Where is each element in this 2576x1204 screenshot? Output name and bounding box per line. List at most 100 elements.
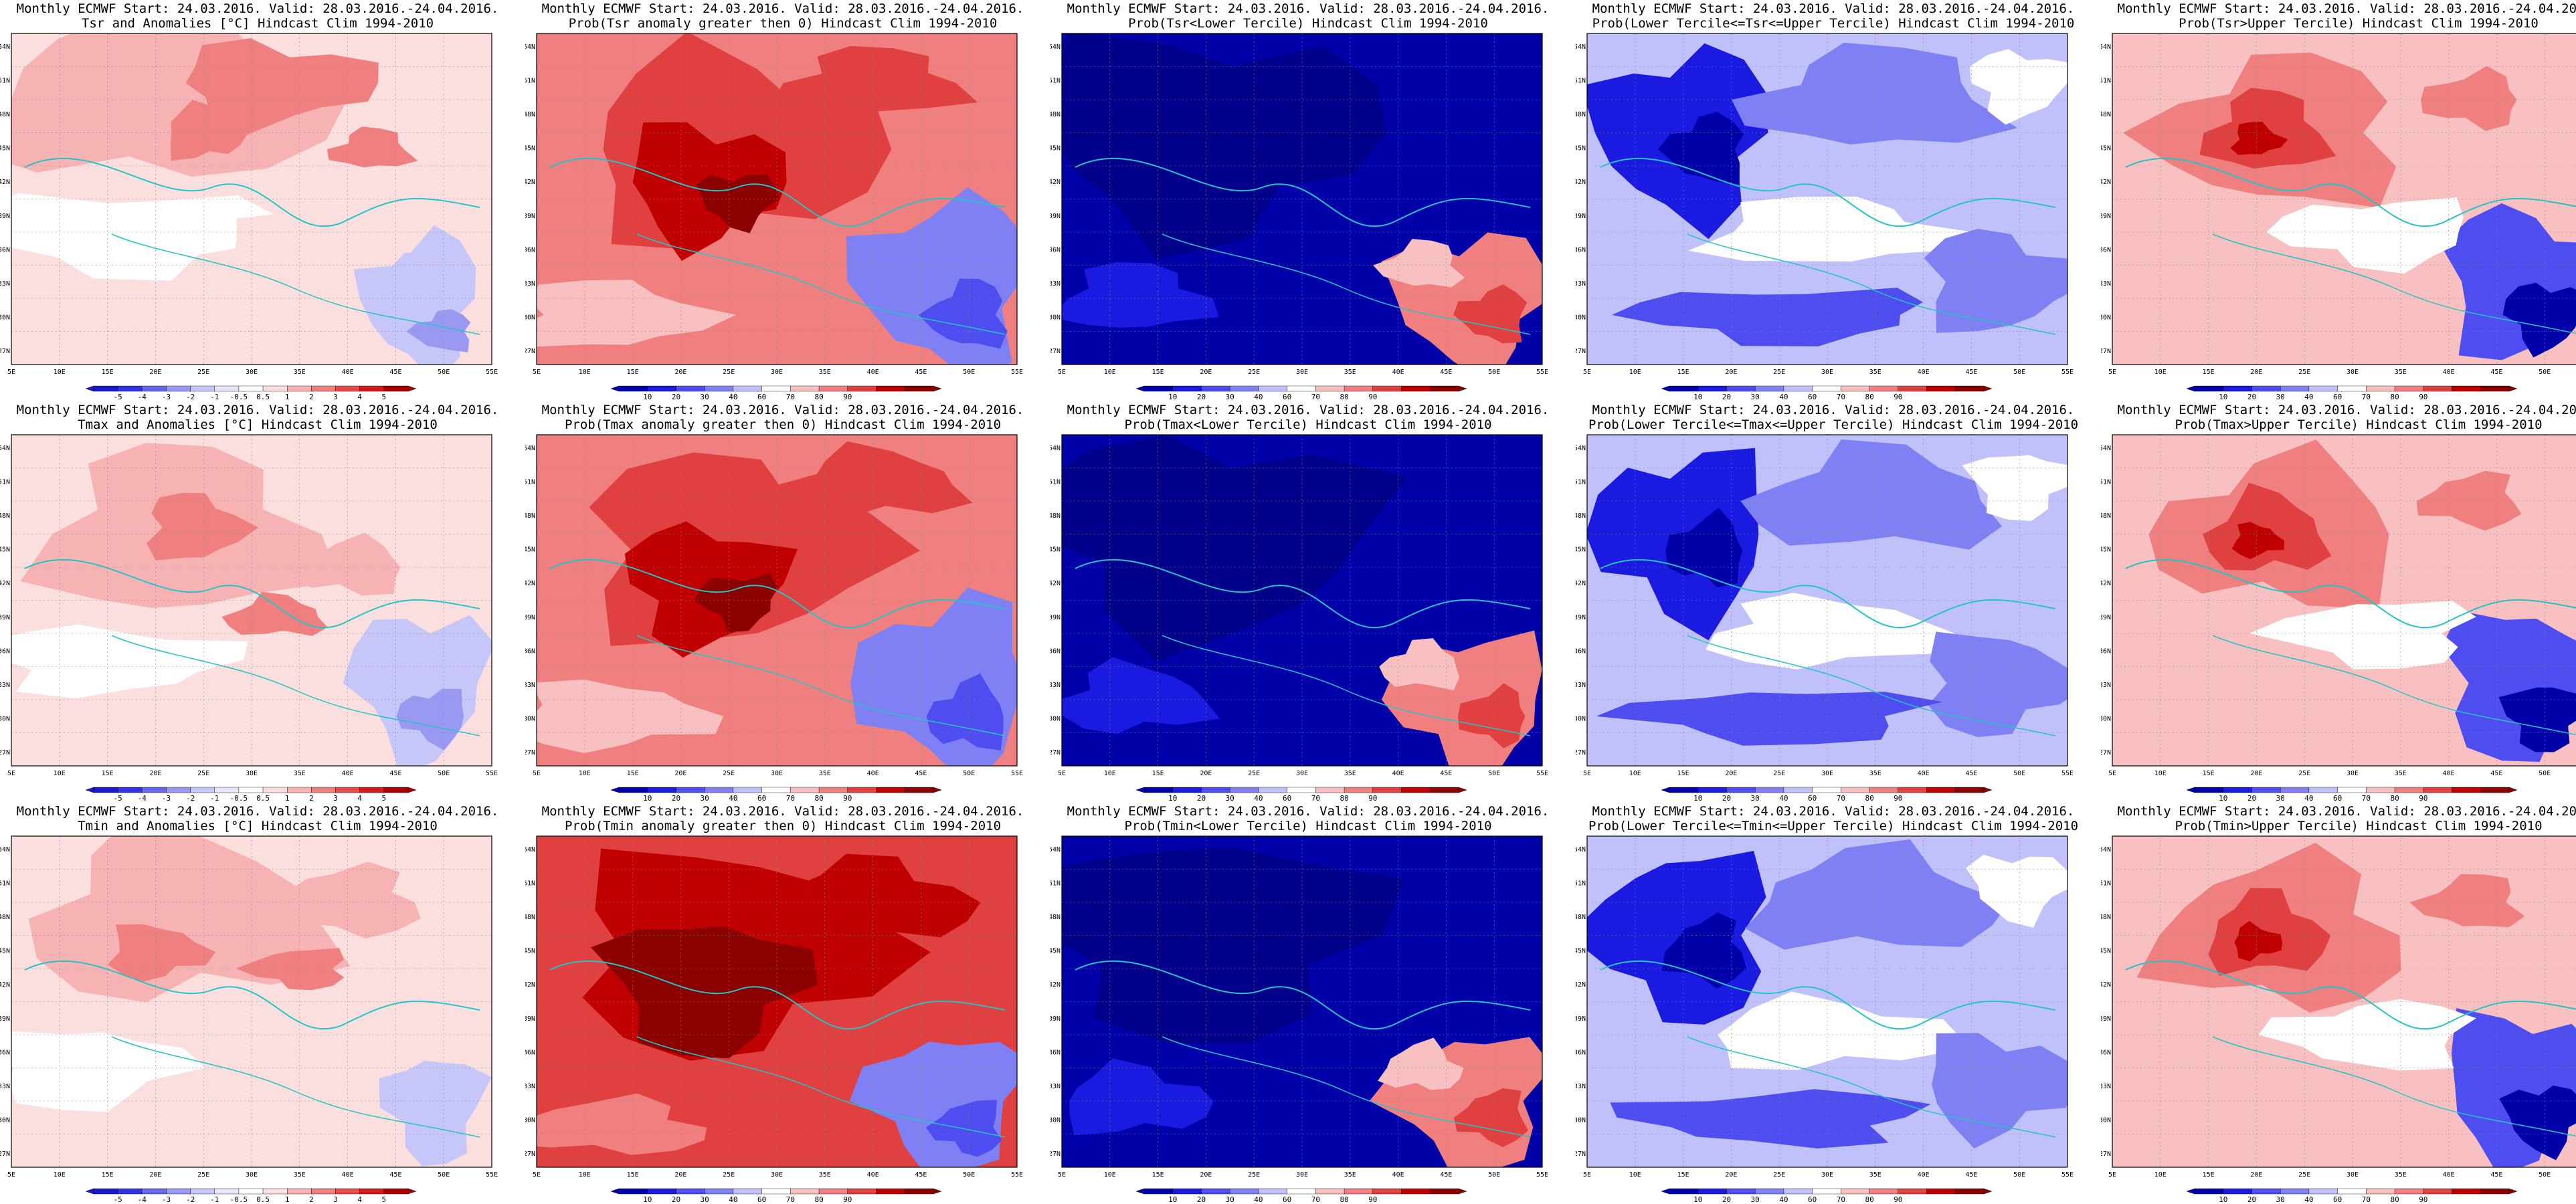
- panel-title-line2: Prob(Tmax anomaly greater then 0) Hindca…: [564, 417, 1002, 432]
- field-region: [1970, 49, 2067, 125]
- lon-tick-label: 10E: [579, 770, 591, 777]
- lon-tick-label: 5E: [1583, 770, 1591, 777]
- colorbar-label: 5: [382, 794, 387, 803]
- map-panel: Monthly ECMWF Start: 24.03.2016. Valid: …: [525, 0, 1040, 401]
- colorbar-label: -5: [114, 393, 122, 401]
- lon-tick-label: 40E: [342, 369, 354, 376]
- lat-tick-label: 48N: [1050, 512, 1061, 520]
- forecast-map: 54N51N48N45N42N39N36N33N30N27N5E10E15E20…: [0, 33, 498, 401]
- lat-tick-label: 45N: [2101, 546, 2111, 554]
- colorbar-swatch: [1287, 1188, 1316, 1195]
- colorbar-label: 20: [2247, 1195, 2256, 1204]
- colorbar-label: 20: [1197, 1195, 1206, 1204]
- colorbar-swatch: [1201, 1188, 1230, 1195]
- colorbar-label: 70: [1311, 794, 1320, 803]
- colorbar-swatch: [117, 385, 143, 392]
- lat-tick-label: 45N: [0, 145, 10, 153]
- field-region: [2499, 1086, 2576, 1161]
- lon-tick-label: 15E: [1677, 1171, 1689, 1179]
- field-region: [2231, 522, 2285, 559]
- colorbar-swatch: [761, 1188, 791, 1195]
- field-region: [1373, 239, 1465, 288]
- colorbar-label: 2: [309, 1195, 314, 1204]
- colorbar-label: 90: [1368, 1195, 1377, 1204]
- field-region: [1924, 229, 2067, 333]
- lon-tick-label: 15E: [627, 369, 639, 376]
- coastline: [1687, 233, 2056, 335]
- colorbar-min-arrow: [2186, 787, 2195, 793]
- colorbar-label: 30: [1751, 393, 1760, 401]
- colorbar-label: 90: [843, 794, 852, 803]
- lat-tick-label: 51N: [1050, 479, 1061, 486]
- lat-tick-label: 30N: [1576, 314, 1586, 321]
- lat-tick-label: 54N: [1576, 445, 1586, 452]
- lat-tick-label: 42N: [1576, 981, 1586, 989]
- field-region: [1062, 435, 1408, 662]
- panel-title-line1: Monthly ECMWF Start: 24.03.2016. Valid: …: [2117, 1, 2576, 16]
- colorbar-swatch: [238, 1188, 264, 1195]
- colorbar-label: 80: [2390, 1195, 2399, 1204]
- colorbar-swatch: [359, 1188, 385, 1195]
- field-region: [11, 624, 248, 699]
- colorbar-min-arrow: [1135, 385, 1145, 392]
- colorbar-label: 80: [1340, 794, 1348, 803]
- lat-tick-label: 45N: [1050, 948, 1061, 955]
- colorbar-swatch: [2308, 1188, 2338, 1195]
- lat-tick-label: 36N: [2101, 1049, 2111, 1056]
- lon-tick-label: 15E: [1677, 369, 1689, 376]
- field-region: [236, 948, 345, 991]
- lon-tick-label: 45E: [389, 369, 401, 376]
- lat-tick-label: 30N: [525, 314, 535, 321]
- lat-tick-label: 42N: [525, 179, 535, 186]
- field-region: [1966, 854, 2067, 928]
- lon-tick-label: 25E: [723, 770, 735, 777]
- lat-tick-label: 54N: [525, 43, 535, 51]
- coastline: [1075, 157, 1531, 227]
- lon-tick-label: 30E: [246, 770, 258, 777]
- colorbar-label: 10: [643, 1195, 652, 1204]
- lat-tick-label: 27N: [0, 348, 10, 355]
- colorbar-label: 20: [672, 794, 680, 803]
- coastline: [2212, 635, 2576, 736]
- colorbar-label: 10: [643, 393, 652, 401]
- panel-title-line2: Tmax and Anomalies [°C] Hindcast Clim 19…: [78, 417, 438, 432]
- colorbar-swatch: [2480, 1188, 2510, 1195]
- lon-tick-label: 10E: [1104, 1171, 1116, 1179]
- colorbar-label: -5: [114, 794, 122, 803]
- colorbar-label: 90: [843, 1195, 852, 1204]
- colorbar-swatch: [876, 1188, 905, 1195]
- field-region: [147, 492, 259, 561]
- colorbar-swatch: [2280, 787, 2310, 793]
- colorbar-label: 10: [2219, 1195, 2227, 1204]
- colorbar-label: 90: [1894, 794, 1902, 803]
- lon-tick-label: 35E: [1344, 770, 1356, 777]
- colorbar-swatch: [2423, 1188, 2452, 1195]
- colorbar-swatch: [1812, 385, 1841, 392]
- lat-tick-label: 51N: [1050, 880, 1061, 888]
- lon-tick-label: 5E: [7, 770, 15, 777]
- lon-tick-label: 45E: [389, 770, 401, 777]
- colorbar-label: 30: [701, 393, 709, 401]
- colorbar-label: 60: [1808, 393, 1817, 401]
- colorbar-swatch: [1172, 1188, 1202, 1195]
- lon-tick-label: 5E: [1583, 369, 1591, 376]
- panel-title-line2: Prob(Tmax<Lower Tercile) Hindcast Clim 1…: [1124, 417, 1492, 432]
- lon-tick-label: 10E: [1104, 770, 1116, 777]
- field-region: [779, 441, 973, 516]
- lat-tick-label: 27N: [1576, 1150, 1586, 1158]
- colorbar-swatch: [1143, 787, 1173, 793]
- colorbar-swatch: [1955, 787, 1985, 793]
- lat-tick-label: 27N: [2101, 348, 2111, 355]
- colorbar-swatch: [1344, 787, 1374, 793]
- lon-tick-label: 10E: [2154, 770, 2167, 777]
- map-frame: [1586, 33, 2068, 365]
- forecast-map: 54N51N48N45N42N39N36N33N30N27N5E10E15E20…: [1576, 434, 2074, 803]
- coastline: [2212, 1036, 2576, 1137]
- colorbar-swatch: [1754, 1188, 1784, 1195]
- lon-tick-label: 35E: [2395, 770, 2407, 777]
- field-region: [1062, 262, 1219, 328]
- colorbar-label: 10: [1693, 794, 1702, 803]
- forecast-map: 54N51N48N45N42N39N36N33N30N27N5E10E15E20…: [525, 434, 1023, 803]
- colorbar-label: 70: [1311, 1195, 1320, 1204]
- panel-title-line2: Prob(Lower Tercile<=Tsr<=Upper Tercile) …: [1592, 16, 2075, 31]
